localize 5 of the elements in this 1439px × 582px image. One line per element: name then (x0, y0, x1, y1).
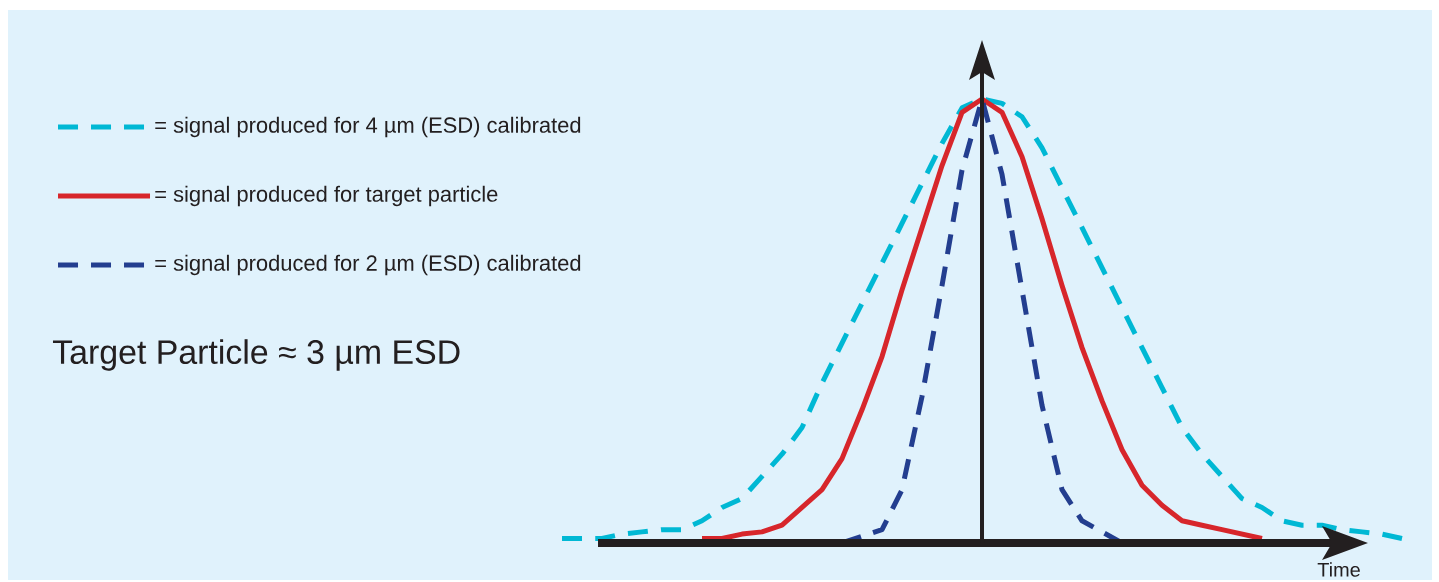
legend-label: = signal produced for target particle (155, 185, 498, 207)
text: Target Particle ≈ 3 µm ESD (52, 339, 460, 371)
x-axis-title: Time (1317, 562, 1360, 577)
legend-label: = signal produced for 4 µm (ESD) calibrated (155, 116, 581, 138)
legend-label: = signal produced for 2 µm (ESD) calibrated (155, 254, 581, 276)
